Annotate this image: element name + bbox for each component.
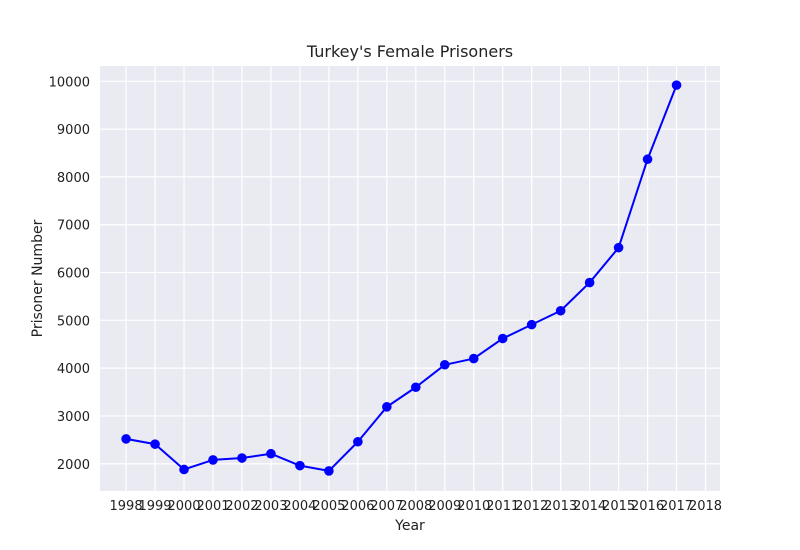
x-tick-label: 2012 [515,499,548,514]
data-point [266,448,276,459]
data-point [237,453,247,463]
series-line [125,84,678,472]
x-tick-label: 1999 [138,499,171,514]
data-point [410,382,421,393]
data-point [150,439,160,449]
data-point [555,305,566,316]
data-point [295,460,305,471]
x-tick-label: 2009 [428,499,461,514]
x-tick-label: 2001 [196,499,229,514]
data-point [439,359,450,370]
data-point [613,242,624,253]
series-layer [121,80,682,476]
x-axis-ticks: 1998199920002001200220032004200520062007… [110,499,723,514]
data-point [353,436,363,447]
y-tick-label: 4000 [57,362,90,377]
x-tick-label: 2011 [486,499,519,514]
x-tick-label: 2004 [283,499,316,514]
data-point [671,80,682,90]
x-tick-label: 2003 [254,499,287,514]
data-point [526,319,537,330]
x-tick-label: 1998 [110,499,143,514]
data-point [497,333,508,344]
y-axis-ticks: 2000 3000 4000 5000 6000 7000 8000 9000 10000 [49,75,90,472]
x-tick-label: 2016 [631,499,664,514]
x-tick-label: 2010 [457,499,490,514]
plot-area [100,66,720,491]
data-point [121,434,131,444]
y-tick-label: 2000 [57,458,90,473]
data-point [179,464,189,475]
data-point [324,466,334,476]
x-axis-title: Year [394,518,425,534]
x-tick-label: 2002 [225,499,258,514]
y-tick-label: 8000 [57,171,90,186]
data-point [468,353,479,364]
x-tick-label: 2015 [602,499,635,514]
x-tick-label: 2014 [573,499,606,514]
y-axis-title: Prisoner Number [30,219,46,337]
data-point [642,154,653,165]
x-tick-label: 2000 [167,499,200,514]
grid-lines [100,66,720,491]
y-tick-label: 3000 [57,410,90,425]
y-tick-label: 6000 [57,267,90,282]
y-tick-label: 10000 [49,75,90,90]
chart-title: Turkey's Female Prisoners [306,42,513,61]
x-tick-label: 2007 [370,499,403,514]
y-tick-label: 7000 [57,219,90,234]
y-tick-label: 9000 [57,123,90,138]
x-tick-label: 2018 [689,499,722,514]
x-tick-label: 2006 [341,499,374,514]
x-tick-label: 2008 [399,499,432,514]
data-point [382,402,392,412]
x-tick-label: 2005 [312,499,345,514]
x-tick-label: 2017 [660,499,693,514]
data-point [208,455,218,465]
x-tick-label: 2013 [544,499,577,514]
data-point [584,277,595,288]
y-tick-label: 5000 [57,314,90,329]
